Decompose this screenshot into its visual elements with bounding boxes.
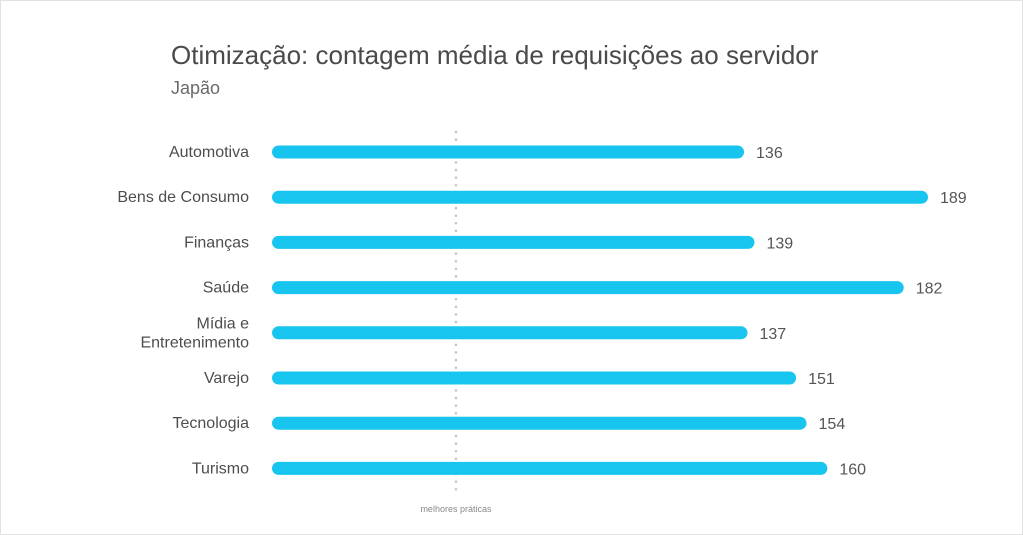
chart-subtitle: Japão <box>171 78 221 98</box>
value-label-4: 182 <box>916 281 943 298</box>
bar-2 <box>272 190 928 204</box>
category-label-8: Turismo <box>192 460 249 477</box>
category-label-5: Mídia e Entretenimento <box>140 315 249 351</box>
category-label-1: Automotiva <box>169 144 249 161</box>
value-label-1: 136 <box>756 145 783 162</box>
category-label-2: Bens de Consumo <box>117 189 249 206</box>
category-label-3: Finanças <box>184 234 249 251</box>
value-label-3: 139 <box>766 235 793 252</box>
value-label-2: 189 <box>940 190 967 207</box>
value-label-6: 151 <box>808 371 835 388</box>
category-label-7: Tecnologia <box>173 415 250 432</box>
category-label-4: Saúde <box>203 280 249 297</box>
bar-4 <box>272 281 904 295</box>
bar-1 <box>272 145 745 159</box>
category-label-6: Varejo <box>204 370 249 387</box>
bar-7 <box>272 416 807 430</box>
value-label-7: 154 <box>819 416 846 433</box>
chart-title: Otimização: contagem média de requisiçõe… <box>171 40 819 70</box>
bar-5 <box>272 326 748 340</box>
bar-6 <box>272 371 797 385</box>
bar-3 <box>272 235 755 249</box>
bar-8 <box>272 461 828 475</box>
value-label-8: 160 <box>839 461 866 478</box>
value-label-5: 137 <box>760 326 787 343</box>
reference-line-label: melhores práticas <box>420 504 492 514</box>
